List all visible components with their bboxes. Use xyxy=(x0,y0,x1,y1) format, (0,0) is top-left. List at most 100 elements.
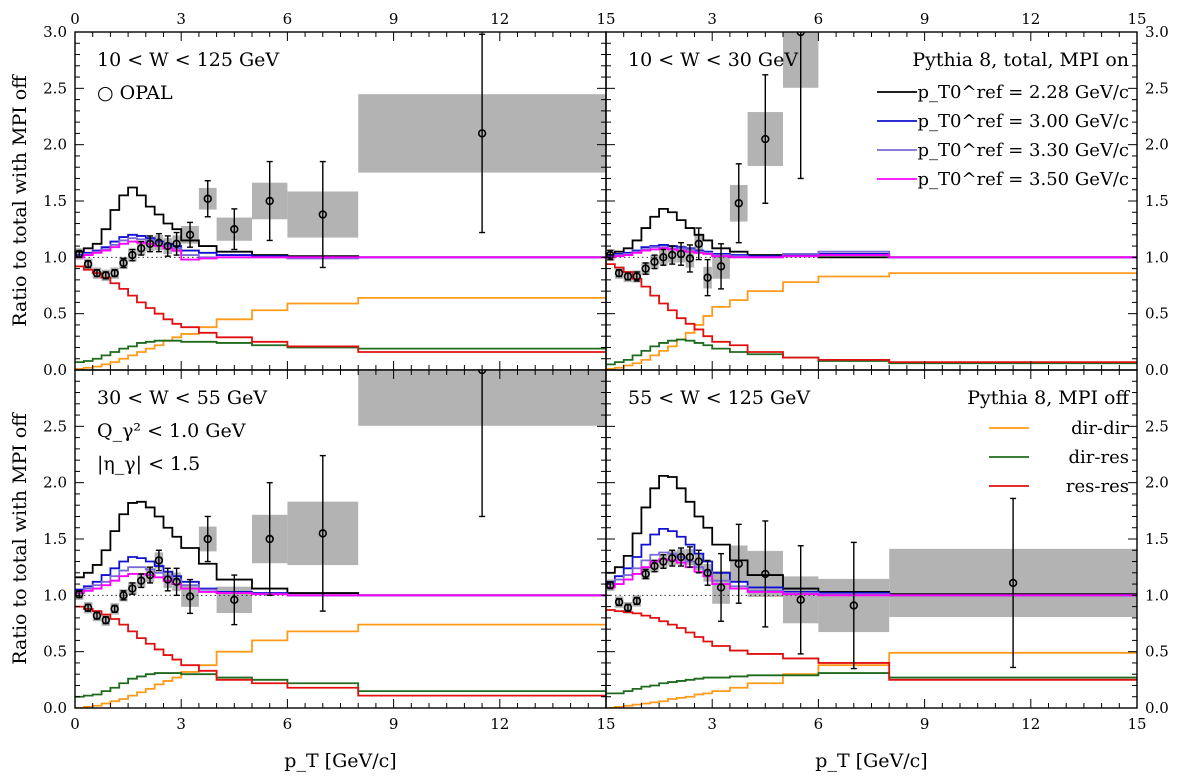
opal-point xyxy=(230,595,239,605)
opal-point xyxy=(703,568,712,577)
opal-point xyxy=(154,556,164,565)
y-tick-label-right: 2.0 xyxy=(1145,474,1169,492)
legend-entry-label: dir-dir xyxy=(1071,418,1129,439)
x-tick-label-top: 3 xyxy=(176,10,186,28)
series-p330 xyxy=(75,566,606,597)
legend-total-title: Pythia 8, total, MPI on xyxy=(912,49,1129,71)
opal-point xyxy=(659,557,668,566)
opal-point xyxy=(694,557,703,566)
opal-point xyxy=(318,529,327,538)
opal-point xyxy=(685,254,695,263)
x-tick-label-bottom: 3 xyxy=(707,715,717,733)
opal-point xyxy=(145,570,155,580)
series-p228 xyxy=(606,207,1137,259)
x-tick-label-bottom: 12 xyxy=(1021,715,1040,733)
opal-point xyxy=(614,597,624,607)
opal-point xyxy=(101,615,110,625)
panel-3 xyxy=(74,369,607,709)
opal-point xyxy=(203,194,212,203)
y-tick-label-right: 0.0 xyxy=(1145,699,1169,717)
opal-point xyxy=(172,239,181,249)
y-tick-label-right: 2.5 xyxy=(1145,417,1169,435)
opal-point xyxy=(667,553,677,563)
opal-point xyxy=(632,272,641,281)
panel-label: 30 < W < 55 GeV xyxy=(97,387,267,409)
series-p300 xyxy=(75,233,606,259)
x-tick-label-bottom: 6 xyxy=(283,715,293,733)
x-tick-label-bottom: 3 xyxy=(176,715,186,733)
opal-point xyxy=(154,238,164,247)
panel-label: 10 < W < 125 GeV xyxy=(97,49,279,71)
opal-point xyxy=(623,272,633,281)
x-tick-label-bottom: 9 xyxy=(389,715,399,733)
x-tick-label-top: 9 xyxy=(920,10,930,28)
opal-point xyxy=(136,244,146,253)
opal-point xyxy=(128,584,137,593)
y-tick-label-left: 0.0 xyxy=(43,361,67,379)
panel-label: ○ OPAL xyxy=(97,82,173,104)
legend-entry-label: res-res xyxy=(1066,476,1129,497)
opal-point xyxy=(119,258,128,268)
x-tick-label-top: 12 xyxy=(490,10,509,28)
series-res_res xyxy=(606,609,1137,681)
opal-point xyxy=(83,603,93,612)
opal-point xyxy=(477,129,487,138)
opal-point xyxy=(110,268,119,278)
series-p228 xyxy=(75,186,606,259)
opal-point xyxy=(163,575,172,584)
x-tick-label-top: 15 xyxy=(596,10,615,28)
panel-plot-area xyxy=(606,32,1137,370)
opal-point xyxy=(128,250,137,260)
panel-plot-area xyxy=(75,33,606,370)
opal-point xyxy=(75,590,84,599)
opal-point xyxy=(318,210,327,219)
legend-entry-label: dir-res xyxy=(1069,447,1129,468)
x-tick-label-top: 6 xyxy=(283,10,293,28)
series-dir_res xyxy=(606,672,1137,695)
y-tick-label-right: 3.0 xyxy=(1145,23,1169,41)
panel-2 xyxy=(605,31,1138,371)
opal-point xyxy=(1008,578,1018,588)
opal-point xyxy=(716,583,726,592)
series-p350 xyxy=(75,573,606,597)
y-tick-label-left: 0.5 xyxy=(43,305,67,323)
series-dir_dir xyxy=(606,272,1137,370)
opal-point xyxy=(606,580,615,590)
series-p350 xyxy=(606,558,1137,597)
panel-label: 10 < W < 30 GeV xyxy=(628,49,798,71)
y-tick-label-right: 1.0 xyxy=(1145,248,1169,266)
opal-point xyxy=(265,196,274,206)
opal-point xyxy=(761,134,770,144)
y-tick-label-right: 2.0 xyxy=(1145,136,1169,154)
x-axis-label: p_T [GeV/c] xyxy=(815,750,927,772)
opal-point xyxy=(716,262,726,271)
opal-point xyxy=(163,241,172,251)
panel-plot-area xyxy=(606,475,1137,708)
series-p300 xyxy=(75,556,606,597)
series-dir_dir xyxy=(606,651,1137,708)
opal-point xyxy=(849,601,858,610)
legend-entry-label: p_T0^ref = 3.30 GeV/c xyxy=(918,140,1129,161)
opal-point xyxy=(92,611,102,620)
panel-label: Q_γ² < 1.0 GeV xyxy=(97,420,246,442)
opal-point xyxy=(641,569,650,579)
opal-point xyxy=(265,534,274,544)
opal-point xyxy=(606,250,615,260)
opal-point xyxy=(101,271,110,280)
opal-point xyxy=(623,603,633,612)
x-tick-label-bottom: 15 xyxy=(1127,715,1146,733)
y-tick-label-left: 2.0 xyxy=(43,136,67,154)
opal-point xyxy=(694,239,703,249)
y-tick-label-left: 2.0 xyxy=(43,474,67,492)
opal-point xyxy=(734,199,743,208)
x-tick-label-bottom: 6 xyxy=(814,715,824,733)
panel-1 xyxy=(74,31,607,371)
series-p350 xyxy=(75,240,606,261)
opal-point xyxy=(136,576,146,585)
opal-point xyxy=(185,592,195,601)
y-tick-label-left: 2.5 xyxy=(43,79,67,97)
opal-point xyxy=(676,249,686,259)
opal-point xyxy=(203,534,212,544)
y-tick-label-left: 0.0 xyxy=(43,699,67,717)
